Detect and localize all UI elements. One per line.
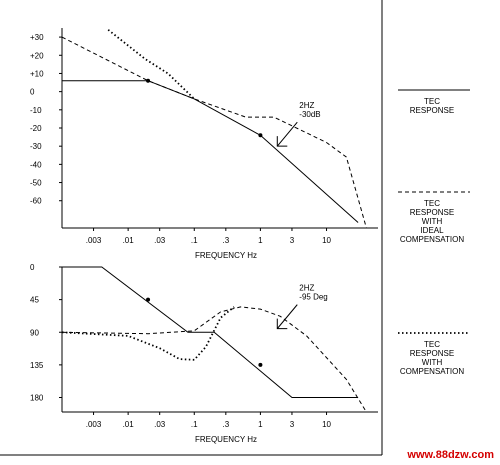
panel-magnitude-x-tick-label: 3: [290, 236, 295, 245]
panel-phase-x-tick-label: .03: [154, 420, 166, 429]
panel-magnitude-y-tick-label: -60: [30, 197, 42, 206]
panel-phase-y-tick-label: 135: [30, 361, 44, 370]
panel-magnitude-x-tick-label: .3: [222, 236, 229, 245]
panel-magnitude-y-tick-label: 0: [30, 88, 35, 97]
panel-phase-series-solid: [62, 266, 359, 398]
panel-phase-y-tick-label: 0: [30, 263, 35, 272]
panel-magnitude-series-solid-marker: [146, 78, 151, 83]
panel-phase-y-tick-label: 90: [30, 328, 39, 337]
panel-phase-x-tick-label: 3: [290, 420, 295, 429]
panel-magnitude-x-tick-label: .003: [86, 236, 102, 245]
panel-phase-series-solid-marker: [146, 297, 151, 302]
panel-magnitude-y-tick-label: +10: [30, 69, 44, 78]
legend-label-dotted: WITH: [422, 358, 443, 367]
legend-label-dashed: WITH: [422, 217, 443, 226]
panel-magnitude-x-axis-label: FREQUENCY Hz: [195, 251, 257, 260]
legend-label-dashed: RESPONSE: [410, 208, 454, 217]
legend-label-dotted: TEC: [424, 340, 440, 349]
panel-magnitude-y-tick-label: -20: [30, 124, 42, 133]
panel-magnitude-series-dotted: [107, 29, 195, 100]
panel-magnitude-y-tick-label: +20: [30, 51, 44, 60]
panel-magnitude-series-solid-marker: [258, 133, 263, 138]
legend-label-solid: TEC: [424, 97, 440, 106]
panel-magnitude-x-tick-label: 10: [322, 236, 331, 245]
panel-phase-x-tick-label: .3: [222, 420, 229, 429]
panel-magnitude-y-tick-label: -30: [30, 142, 42, 151]
panel-phase-annotation-arrowhead: [276, 318, 288, 330]
panel-magnitude-series-solid: [62, 80, 359, 223]
panel-magnitude-x-tick-label: .03: [154, 236, 166, 245]
panel-magnitude-x-tick-label: 1: [258, 236, 263, 245]
panel-phase-y-tick-label: 45: [30, 296, 39, 305]
panel-phase-series-solid-marker: [258, 362, 263, 367]
panel-magnitude-x-tick-label: .1: [191, 236, 198, 245]
panel-magnitude-y-tick-label: -10: [30, 106, 42, 115]
watermark: www.88dzw.com: [406, 449, 494, 461]
panel-phase-x-axis-label: FREQUENCY Hz: [195, 435, 257, 444]
panel-phase-annotation-text: 2HZ: [299, 284, 314, 293]
legend-label-dashed: COMPENSATION: [400, 235, 465, 244]
panel-phase-series-dashed: [61, 306, 367, 413]
panel-magnitude-y-tick-label: -40: [30, 160, 42, 169]
panel-magnitude-series-dashed: [61, 36, 367, 229]
panel-phase-x-tick-label: 1: [258, 420, 263, 429]
legend-label-dashed: TEC: [424, 199, 440, 208]
panel-magnitude-x-tick-label: .01: [123, 236, 135, 245]
panel-phase-annotation-text: -95 Deg: [299, 293, 327, 302]
legend-label-solid: RESPONSE: [410, 106, 454, 115]
panel-magnitude-y-tick-label: +30: [30, 33, 44, 42]
legend-label-dashed: IDEAL: [420, 226, 444, 235]
panel-phase-annotation-arrow: [276, 304, 298, 329]
panel-magnitude-annotation-text: -30dB: [299, 110, 320, 119]
panel-phase-x-tick-label: .01: [123, 420, 135, 429]
panel-magnitude-annotation-arrowhead: [276, 136, 288, 147]
panel-phase-x-tick-label: .1: [191, 420, 198, 429]
legend-label-dotted: RESPONSE: [410, 349, 454, 358]
panel-phase-x-tick-label: 10: [322, 420, 331, 429]
panel-phase-x-tick-label: .003: [86, 420, 102, 429]
panel-magnitude-annotation-arrow: [276, 121, 298, 147]
panel-magnitude-y-tick-label: -50: [30, 179, 42, 188]
panel-phase-y-tick-label: 180: [30, 394, 44, 403]
legend-label-dotted: COMPENSATION: [400, 367, 465, 376]
panel-magnitude-annotation-text: 2HZ: [299, 101, 314, 110]
